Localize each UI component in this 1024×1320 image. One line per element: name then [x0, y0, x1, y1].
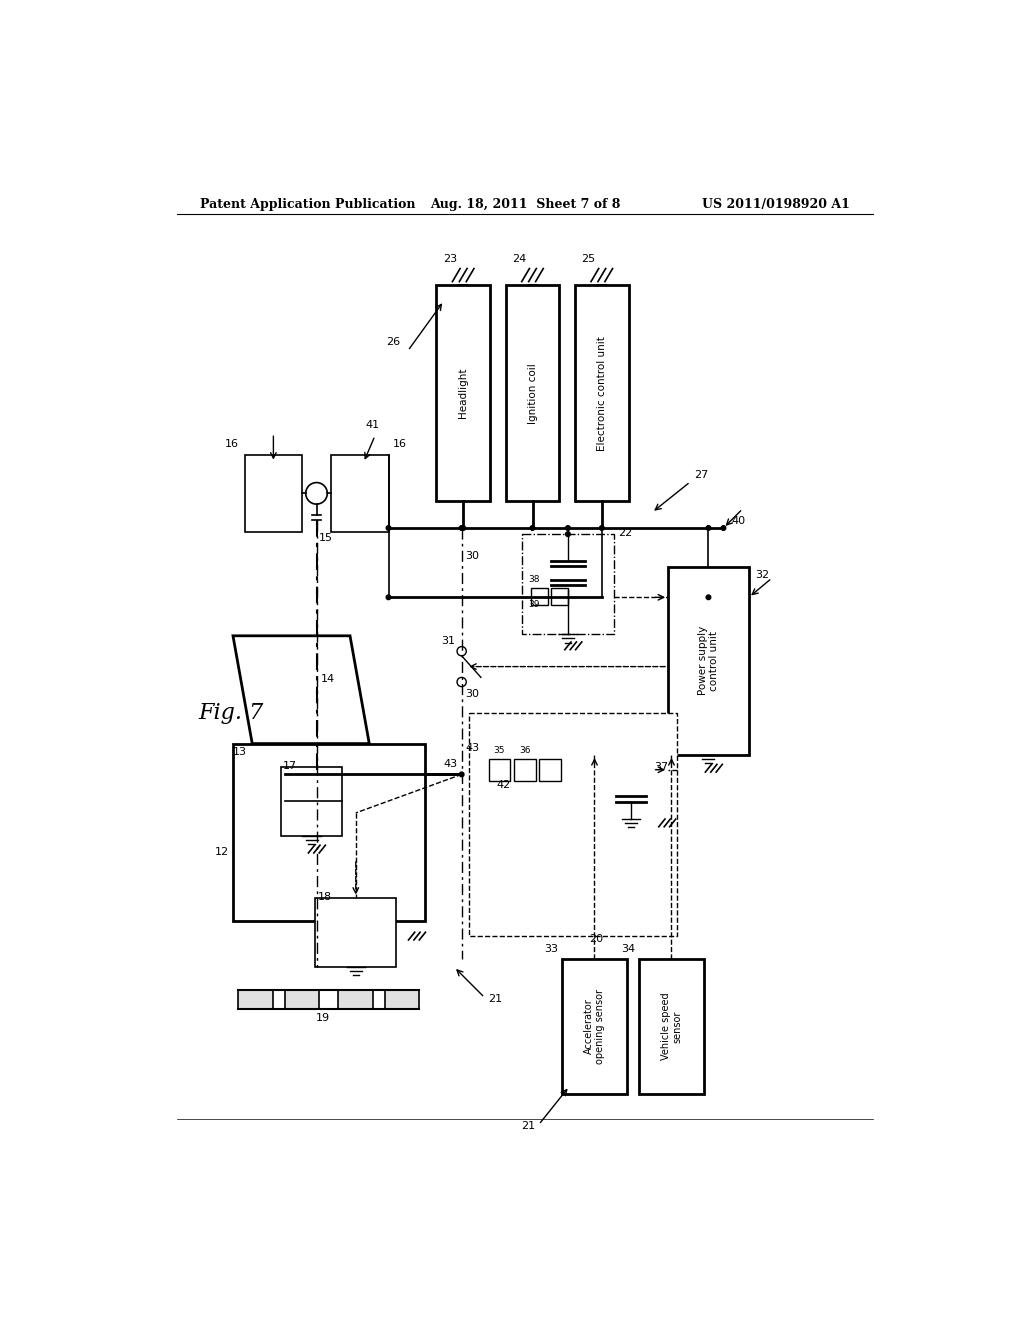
Text: 43: 43: [466, 743, 479, 754]
Bar: [469, 713, 677, 936]
Text: Power supply
control unit: Power supply control unit: [697, 626, 719, 696]
Text: 17: 17: [283, 762, 297, 771]
Text: 14: 14: [321, 675, 335, 684]
Circle shape: [386, 525, 391, 531]
Text: 27: 27: [694, 470, 709, 480]
Text: 22: 22: [617, 528, 632, 537]
Text: Headlight: Headlight: [458, 368, 468, 418]
Text: 26: 26: [386, 337, 400, 347]
Circle shape: [460, 525, 464, 531]
Text: 19: 19: [316, 1012, 330, 1023]
Text: Vehicle speed
sensor: Vehicle speed sensor: [660, 993, 682, 1060]
Text: 18: 18: [317, 892, 332, 902]
Circle shape: [599, 595, 604, 599]
Text: Ignition coil: Ignition coil: [527, 363, 538, 424]
Text: 23: 23: [443, 255, 457, 264]
Bar: [233, 743, 425, 921]
Text: 36: 36: [519, 746, 530, 755]
Bar: [339, 990, 373, 1010]
Bar: [562, 960, 628, 1094]
Bar: [514, 759, 536, 780]
Bar: [281, 767, 342, 836]
Text: 15: 15: [318, 533, 333, 543]
Text: Electronic control unit: Electronic control unit: [597, 335, 607, 450]
Text: 30: 30: [466, 689, 479, 700]
Text: Fig. 7: Fig. 7: [199, 702, 263, 723]
Text: Patent Application Publication: Patent Application Publication: [200, 198, 416, 211]
Bar: [285, 990, 319, 1010]
Bar: [531, 589, 548, 605]
Circle shape: [707, 525, 711, 531]
Text: 37: 37: [654, 762, 669, 772]
Text: 33: 33: [544, 944, 558, 953]
Text: 42: 42: [497, 780, 511, 791]
Text: 40: 40: [731, 516, 745, 527]
Bar: [331, 455, 388, 532]
Text: 24: 24: [512, 255, 526, 264]
Bar: [639, 960, 705, 1094]
Circle shape: [565, 525, 570, 531]
Bar: [540, 759, 561, 780]
Bar: [488, 759, 510, 780]
Text: 30: 30: [466, 550, 479, 561]
Circle shape: [460, 772, 464, 776]
Text: 16: 16: [392, 440, 407, 449]
Bar: [668, 566, 749, 755]
Text: 21: 21: [488, 994, 503, 1003]
Bar: [574, 285, 629, 502]
Text: 38: 38: [528, 576, 540, 583]
Text: 13: 13: [233, 747, 247, 758]
Text: 20: 20: [590, 935, 603, 944]
Text: Accelerator
opening sensor: Accelerator opening sensor: [584, 989, 605, 1064]
Bar: [551, 589, 568, 605]
Circle shape: [721, 525, 726, 531]
Bar: [521, 535, 614, 635]
Text: 21: 21: [520, 1121, 535, 1131]
Text: 39: 39: [528, 599, 540, 609]
Polygon shape: [233, 636, 370, 743]
Circle shape: [565, 532, 570, 536]
Bar: [315, 898, 396, 966]
Bar: [506, 285, 559, 502]
Bar: [239, 990, 273, 1010]
Text: 32: 32: [755, 570, 769, 579]
Text: Aug. 18, 2011  Sheet 7 of 8: Aug. 18, 2011 Sheet 7 of 8: [430, 198, 620, 211]
Text: 41: 41: [366, 420, 380, 430]
Text: 43: 43: [443, 759, 458, 768]
Circle shape: [707, 595, 711, 599]
Text: US 2011/0198920 A1: US 2011/0198920 A1: [701, 198, 850, 211]
Text: 25: 25: [582, 255, 596, 264]
Bar: [245, 455, 302, 532]
Text: 35: 35: [494, 746, 505, 755]
Bar: [436, 285, 490, 502]
Circle shape: [386, 595, 391, 599]
Circle shape: [530, 525, 535, 531]
Text: 31: 31: [441, 635, 456, 645]
Text: 34: 34: [621, 944, 635, 953]
Circle shape: [599, 525, 604, 531]
Circle shape: [461, 525, 466, 531]
Text: 12: 12: [215, 847, 229, 857]
Text: 16: 16: [224, 440, 239, 449]
Bar: [385, 990, 419, 1010]
